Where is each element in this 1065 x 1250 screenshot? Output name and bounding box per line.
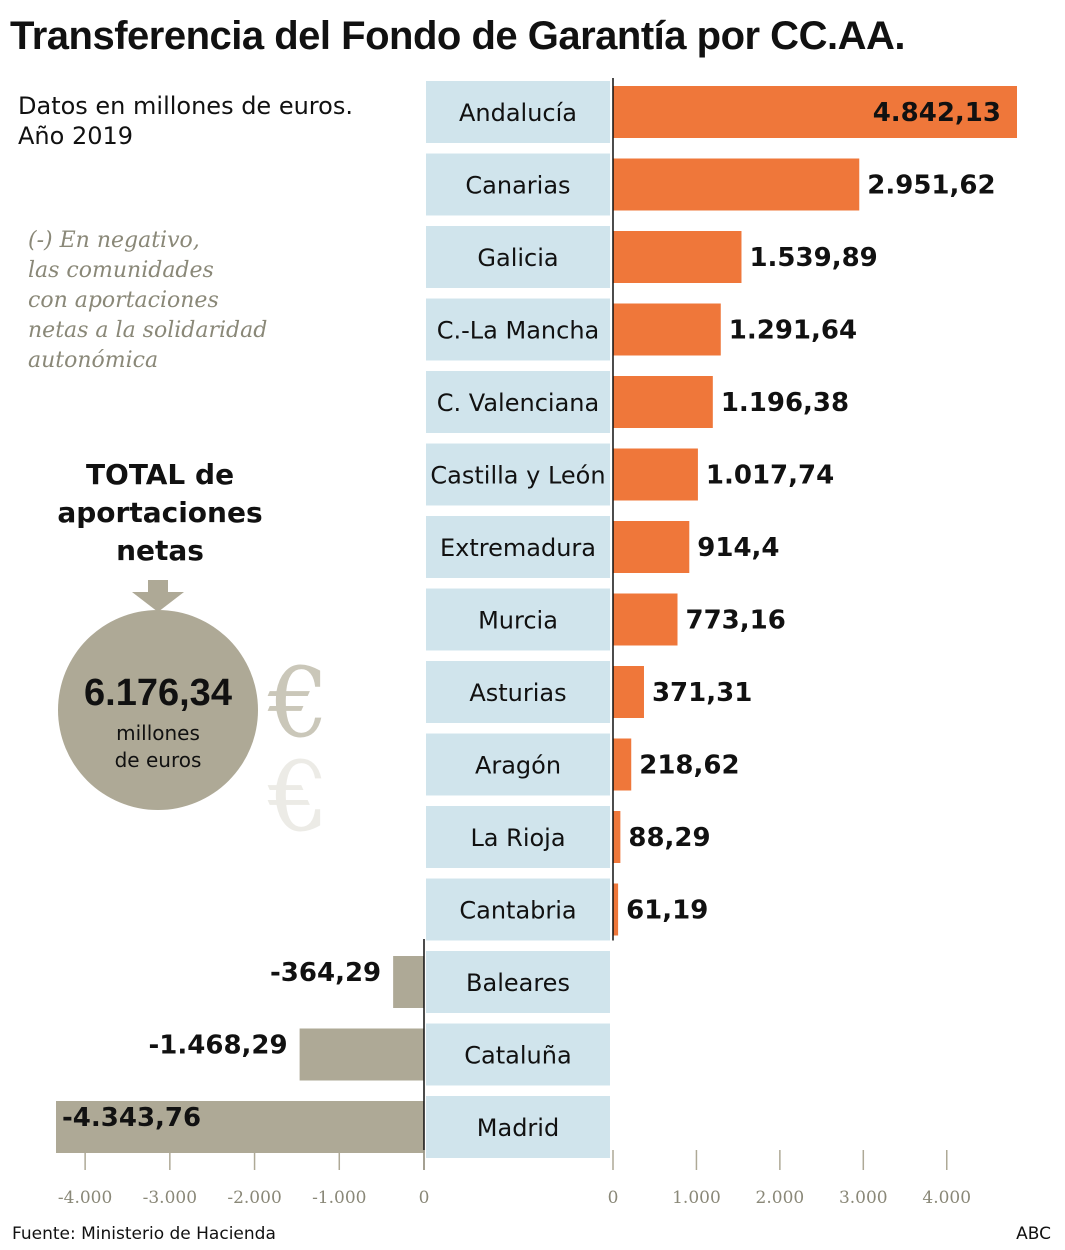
negative-note-line: autonómica	[28, 348, 159, 373]
category-label: Castilla y León	[430, 462, 605, 490]
bar	[613, 448, 698, 501]
category-box	[426, 1096, 610, 1158]
bar	[613, 303, 721, 356]
bar	[613, 811, 621, 863]
value-label: 4.842,13	[873, 98, 1001, 128]
bar	[613, 521, 690, 573]
category-label: Aragón	[475, 752, 561, 780]
category-box	[426, 153, 610, 216]
tick-label: -1.000	[312, 1188, 366, 1208]
category-label: Cantabria	[459, 897, 576, 925]
total-unit: millones de euros	[58, 720, 258, 774]
category-label: Cataluña	[464, 1042, 571, 1070]
bar	[613, 738, 632, 791]
value-label: -1.468,29	[149, 1031, 288, 1061]
tick-label: -2.000	[227, 1188, 281, 1208]
value-label: -364,29	[270, 958, 381, 988]
tick-label: 0	[608, 1188, 619, 1208]
category-box	[426, 806, 610, 868]
category-box	[426, 588, 610, 651]
category-label: Andalucía	[459, 99, 577, 127]
negative-note-line: (-) En negativo,	[28, 228, 200, 253]
value-label: -4.343,76	[62, 1103, 201, 1133]
bar	[613, 376, 713, 428]
total-heading: TOTAL de aportaciones netas	[40, 456, 280, 570]
bar-chart: Andalucía 4.842,13 Canarias 2.951,62 Galicia…	[56, 78, 1017, 1208]
category-label: Extremadura	[440, 534, 596, 562]
source-note: Fuente: Ministerio de Hacienda	[12, 1224, 276, 1244]
category-box	[426, 371, 610, 433]
euro-icon: €	[268, 647, 330, 759]
total-heading-line: netas	[116, 534, 204, 567]
category-label: C. Valenciana	[437, 389, 599, 417]
negative-note-line: netas a la solidaridad	[28, 318, 268, 343]
bar	[613, 666, 644, 718]
category-label: Asturias	[469, 679, 566, 707]
value-label: 773,16	[686, 606, 786, 636]
value-label: 2.951,62	[867, 171, 995, 201]
value-label: 914,4	[697, 533, 779, 563]
category-box	[426, 1023, 610, 1086]
category-label: Murcia	[478, 607, 558, 635]
negative-note-line: las comunidades	[28, 258, 214, 283]
value-label: 371,31	[652, 678, 752, 708]
bar	[393, 956, 424, 1008]
bar	[613, 883, 619, 936]
tick-label: 4.000	[922, 1188, 971, 1208]
category-label: C.-La Mancha	[437, 317, 600, 345]
category-label: Madrid	[477, 1114, 559, 1142]
category-label: La Rioja	[470, 824, 565, 852]
value-label: 1.291,64	[729, 316, 857, 346]
category-box	[426, 81, 610, 143]
value-label: 1.196,38	[721, 388, 849, 418]
category-box	[426, 733, 610, 796]
category-box	[426, 951, 610, 1013]
category-box	[426, 661, 610, 723]
value-label: 218,62	[639, 751, 739, 781]
chart-title: Transferencia del Fondo de Garantía por …	[10, 14, 905, 58]
category-box	[426, 226, 610, 288]
bar	[613, 593, 678, 646]
bar	[299, 1028, 424, 1081]
value-label: 61,19	[626, 896, 708, 926]
value-label: 1.017,74	[706, 461, 834, 491]
category-label: Galicia	[477, 244, 558, 272]
tick-label: 0	[419, 1188, 430, 1208]
credit-note: ABC	[1016, 1224, 1051, 1244]
bar	[613, 86, 1017, 138]
negative-note: (-) En negativo, las comunidades con apo…	[28, 226, 328, 376]
value-label: 88,29	[628, 823, 710, 853]
tick-label: 3.000	[839, 1188, 888, 1208]
chart-subtitle-year: Año 2019	[18, 122, 134, 150]
chart-subtitle-units: Datos en millones de euros.	[18, 92, 353, 120]
tick-label: 2.000	[756, 1188, 805, 1208]
total-unit-line: de euros	[114, 748, 202, 772]
category-box	[426, 878, 610, 941]
category-label: Canarias	[465, 172, 570, 200]
category-box	[426, 298, 610, 361]
category-label: Baleares	[466, 969, 570, 997]
total-heading-line: aportaciones	[57, 496, 263, 529]
total-circle: 6.176,34 millones de euros	[58, 610, 258, 810]
negative-note-line: con aportaciones	[28, 288, 219, 313]
tick-label: 1.000	[672, 1188, 721, 1208]
total-unit-line: millones	[116, 721, 200, 745]
tick-label: -3.000	[143, 1188, 197, 1208]
bar	[613, 158, 860, 211]
bar	[56, 1101, 424, 1153]
bar	[613, 231, 742, 283]
down-arrow-icon	[132, 580, 184, 612]
total-value: 6.176,34	[84, 672, 232, 714]
tick-label: -4.000	[58, 1188, 112, 1208]
total-heading-line: TOTAL de	[85, 458, 235, 491]
value-label: 1.539,89	[749, 243, 877, 273]
category-box	[426, 443, 610, 506]
category-box	[426, 516, 610, 578]
